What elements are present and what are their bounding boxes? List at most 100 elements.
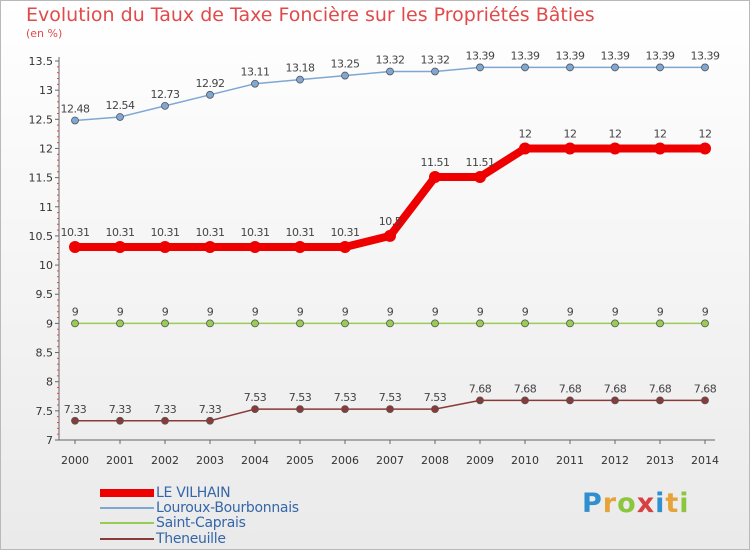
data-label: 13.11 [241,66,270,79]
data-label: 10.31 [151,226,180,239]
y-tick-label: 10.5 [29,230,54,243]
proxiti-logo: Proxiti [582,488,690,519]
y-tick-label: 8.5 [36,347,54,360]
y-tick-label: 7.5 [36,405,54,418]
legend-swatch [100,537,154,540]
data-point [564,142,576,155]
data-point [116,319,124,328]
data-point [251,405,259,413]
data-point [116,113,124,121]
data-point [251,319,259,328]
unit-label: (en %) [26,27,63,40]
data-label: 13.39 [556,49,585,62]
x-tick-label: 2003 [196,454,224,467]
data-point [386,67,394,76]
logo-letter: P [582,488,603,519]
data-point [431,405,439,413]
x-tick-label: 2006 [331,454,359,467]
data-point [701,319,709,328]
data-label: 9 [387,305,394,318]
data-label: 13.39 [466,49,495,62]
data-point [161,101,169,110]
data-label: 13.25 [331,58,360,71]
data-point [476,319,484,328]
x-tick-label: 2012 [601,454,629,467]
data-point [609,142,621,155]
data-label: 7.53 [289,391,312,404]
data-label: 7.53 [424,391,447,404]
logo-letter: x [636,488,656,519]
data-point [429,171,441,184]
data-point [474,171,486,184]
data-label: 7.53 [379,391,402,404]
x-tick-label: 2013 [646,454,674,467]
data-point [656,63,664,72]
data-point [339,241,351,254]
data-label: 7.68 [559,382,582,395]
data-point [341,405,349,413]
data-label: 10.5 [379,215,402,228]
x-tick-label: 2011 [556,454,584,467]
data-point [701,396,709,405]
legend-label: LE VILHAIN [156,484,231,501]
data-label: 12 [519,127,532,140]
data-point [341,71,349,80]
data-label: 7.33 [154,403,177,416]
data-label: 12 [699,127,712,140]
legend-label: Theneuille [156,530,226,547]
data-point [249,241,261,254]
data-point [71,416,79,425]
data-label: 13.18 [286,62,315,75]
data-point [296,75,304,84]
data-label: 10.31 [331,226,360,239]
data-point [206,90,214,99]
data-label: 13.39 [511,49,540,62]
x-tick-label: 2005 [286,454,314,467]
data-point [251,79,259,88]
legend-swatch [100,488,154,497]
data-point [566,63,574,72]
data-label: 7.68 [514,382,537,395]
y-tick-label: 13.5 [29,55,54,68]
data-point [476,63,484,72]
data-label: 9 [522,305,529,318]
x-tick-label: 2002 [151,454,179,467]
data-point [656,396,664,405]
data-label: 9 [207,305,214,318]
data-point [701,63,709,72]
data-point [161,416,169,425]
data-label: 9 [432,305,439,318]
data-point [116,416,124,425]
data-point [476,396,484,405]
data-label: 7.53 [334,391,357,404]
data-point [431,319,439,328]
data-point [566,396,574,405]
y-tick-label: 11 [39,201,53,214]
data-label: 10.31 [106,226,135,239]
legend-item: LE VILHAIN [100,484,231,501]
y-tick-label: 11.5 [29,172,54,185]
legend-label: Louroux-Bourbonnais [156,499,299,516]
data-point [341,319,349,328]
y-tick-label: 10 [39,259,53,272]
data-label: 9 [612,305,619,318]
data-point [521,63,529,72]
data-point [296,405,304,413]
legend-swatch [100,521,154,524]
legend-item: Theneuille [100,530,226,547]
logo-letter: i [679,488,690,519]
data-label: 9 [567,305,574,318]
legend-swatch [100,506,154,509]
x-tick-label: 2009 [466,454,494,467]
data-label: 13.32 [421,53,450,66]
y-tick-label: 12 [39,142,53,155]
data-point [71,319,79,328]
data-point [521,396,529,405]
data-point [521,319,529,328]
data-label: 12.48 [61,102,90,115]
data-label: 10.31 [61,226,90,239]
data-label: 10.31 [286,226,315,239]
data-point [296,319,304,328]
